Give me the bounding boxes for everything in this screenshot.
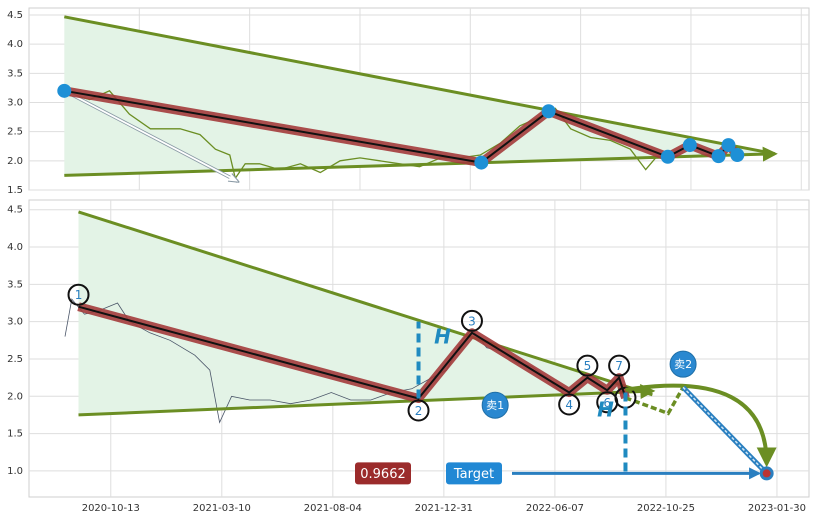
target-label: Target: [453, 467, 494, 482]
target-point-core: [762, 469, 771, 478]
height-label: H: [597, 397, 614, 421]
projection-line: [624, 386, 685, 416]
forecast-outline: [681, 385, 769, 476]
pivot-ring: [67, 283, 90, 306]
triangle-fill: [64, 16, 775, 176]
x-tick-label: 2023-01-30: [748, 503, 806, 514]
triangle-upper: [64, 15, 776, 156]
x-tick-label: 2020-10-13: [82, 503, 140, 514]
pivot-point: [541, 104, 556, 119]
y-tick-label: 4.0: [7, 242, 23, 253]
y-tick-label: 4.5: [7, 10, 23, 21]
triangle-lower: [78, 384, 656, 417]
pivot-label: 4: [565, 398, 573, 412]
pivot-ring: [407, 399, 430, 422]
x-tick-label: 2021-08-04: [304, 503, 362, 514]
triangle-fill: [78, 211, 653, 415]
triangle-upper: [78, 210, 653, 397]
x-tick-label: 2021-03-10: [193, 503, 251, 514]
pivot-point: [730, 148, 745, 162]
pivot-label: 6: [603, 396, 611, 410]
pivot-point: [682, 138, 697, 153]
pivot-label: 7: [615, 359, 623, 373]
y-tick-label: 3.5: [7, 279, 23, 290]
price-line: [63, 90, 666, 180]
y-tick-label: 2.0: [7, 156, 23, 167]
signal-marker: [669, 350, 697, 378]
triangle-lower: [64, 146, 778, 177]
pivot-label: 1: [75, 288, 83, 302]
x-tick-label: 2021-12-31: [415, 503, 473, 514]
y-tick-label: 4.5: [7, 205, 23, 216]
pivot-point: [711, 149, 726, 164]
y-tick-label: 4.0: [7, 39, 23, 50]
pivot-label: 3: [468, 314, 476, 328]
y-tick-label: 2.5: [7, 127, 23, 138]
pivot-label: 2: [415, 404, 423, 418]
pivot-point: [721, 138, 736, 153]
pivot-point: [57, 83, 72, 98]
signal-marker: [481, 391, 509, 419]
pivot-ring: [576, 354, 599, 377]
y-tick-label: 1.5: [7, 429, 23, 440]
forecast-curve: [625, 383, 777, 468]
y-tick-label: 1.0: [7, 466, 23, 477]
signal-label: 卖1: [486, 399, 504, 412]
pivot-point: [660, 149, 675, 164]
height-label: H: [434, 325, 451, 349]
target-value-box: [355, 462, 411, 485]
pivot-ring: [608, 354, 631, 377]
y-tick-label: 2.0: [7, 391, 23, 402]
arrow: [63, 90, 237, 182]
target-box: [446, 462, 502, 485]
y-tick-label: 3.0: [7, 98, 23, 109]
y-tick-label: 3.0: [7, 317, 23, 328]
pattern-line: [78, 305, 627, 400]
pivot-label: 5: [584, 359, 592, 373]
signal-label: 卖2: [674, 358, 692, 371]
y-tick-label: 1.5: [7, 185, 23, 196]
x-tick-label: 2022-10-25: [637, 503, 695, 514]
y-tick-label: 3.5: [7, 68, 23, 79]
x-tick-label: 2022-06-07: [526, 503, 584, 514]
pivot-point: [474, 155, 489, 170]
target-value: 0.9662: [360, 467, 406, 482]
pivot-ring: [558, 393, 581, 416]
y-tick-label: 2.5: [7, 354, 23, 365]
pivot-ring: [460, 309, 483, 332]
